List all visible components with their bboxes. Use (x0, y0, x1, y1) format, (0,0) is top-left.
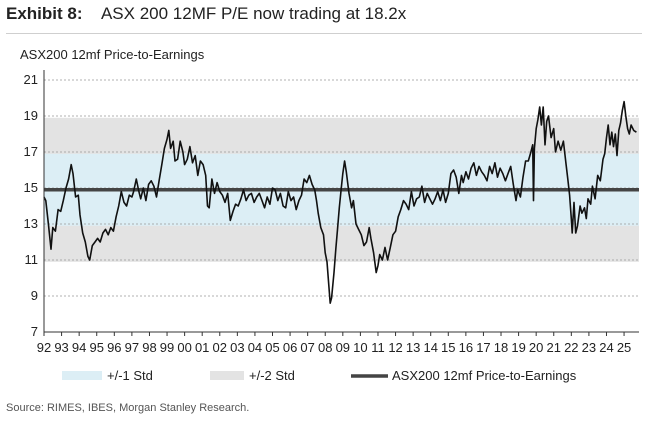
y-tick-label: 17 (24, 144, 38, 159)
x-tick-label: 04 (248, 340, 262, 355)
x-tick-label: 93 (54, 340, 68, 355)
x-tick-label: 05 (265, 340, 279, 355)
exhibit-header: Exhibit 8: ASX 200 12MF P/E now trading … (6, 4, 642, 30)
pe-chart: 7 9 11 13 15 17 19 21 92 93 94 95 96 97 98 99 00 01 02 03 04… (20, 47, 639, 383)
legend-swatch-std1 (62, 371, 102, 380)
x-tick-label: 98 (142, 340, 156, 355)
x-tick-label: 09 (336, 340, 350, 355)
y-tick-label: 13 (24, 216, 38, 231)
legend-item-std2: +/-2 Std (210, 368, 295, 383)
legend-label-std1: +/-1 Std (107, 368, 153, 383)
exhibit-title: ASX 200 12MF P/E now trading at 18.2x (100, 4, 407, 23)
header-divider (6, 33, 642, 34)
x-tick-label: 18 (494, 340, 508, 355)
y-tick-label: 11 (25, 252, 39, 267)
x-tick-label: 14 (423, 340, 437, 355)
x-tick-label: 19 (511, 340, 525, 355)
x-tick-label: 17 (476, 340, 490, 355)
x-tick-label: 96 (107, 340, 121, 355)
x-tick-label: 20 (529, 340, 543, 355)
y-tick-label: 21 (24, 72, 38, 87)
y-tick-label: 9 (31, 288, 38, 303)
legend-item-pe: ASX200 12mf Price-to-Earnings (351, 368, 577, 383)
x-tick-label: 22 (564, 340, 578, 355)
plot-series (43, 100, 639, 305)
legend-label-pe: ASX200 12mf Price-to-Earnings (392, 368, 577, 383)
y-tick-label: 19 (24, 108, 38, 123)
x-tick-label: 06 (283, 340, 297, 355)
x-tick-label: 03 (230, 340, 244, 355)
x-tick-label: 97 (125, 340, 139, 355)
x-tick-label: 11 (371, 340, 385, 355)
source-note: Source: RIMES, IBES, Morgan Stanley Rese… (6, 402, 250, 414)
x-tick-label: 12 (388, 340, 402, 355)
x-tick-label: 01 (195, 340, 209, 355)
x-tick-label: 23 (582, 340, 596, 355)
x-tick-label: 94 (72, 340, 86, 355)
x-tick-label: 24 (599, 340, 613, 355)
x-tick-label: 10 (353, 340, 367, 355)
x-tick-label: 15 (441, 340, 455, 355)
x-tick-label: 13 (406, 340, 420, 355)
x-tick-label: 92 (37, 340, 51, 355)
legend-label-std2: +/-2 Std (249, 368, 295, 383)
x-tick-label: 08 (318, 340, 332, 355)
chart-axes: 7 9 11 13 15 17 19 21 92 93 94 95 96 97 98 99 00 01 02 03 04… (24, 70, 639, 355)
legend-item-std1: +/-1 Std (62, 368, 153, 383)
x-tick-label: 95 (89, 340, 103, 355)
x-tick-label: 16 (459, 340, 473, 355)
x-tick-label: 21 (547, 340, 561, 355)
x-tick-label: 00 (177, 340, 191, 355)
y-tick-label: 7 (31, 324, 38, 339)
exhibit-label: Exhibit 8: (6, 4, 83, 23)
x-tick-label: 07 (300, 340, 314, 355)
x-tick-label: 99 (160, 340, 174, 355)
x-tick-label: 25 (617, 340, 631, 355)
chart-legend: +/-1 Std +/-2 Std ASX200 12mf Price-to-E… (62, 368, 577, 383)
x-tick-label: 02 (213, 340, 227, 355)
y-tick-label: 15 (24, 180, 38, 195)
legend-swatch-std2 (210, 371, 244, 380)
chart-title: ASX200 12mf Price-to-Earnings (20, 47, 205, 62)
pe-series-line (43, 100, 637, 305)
